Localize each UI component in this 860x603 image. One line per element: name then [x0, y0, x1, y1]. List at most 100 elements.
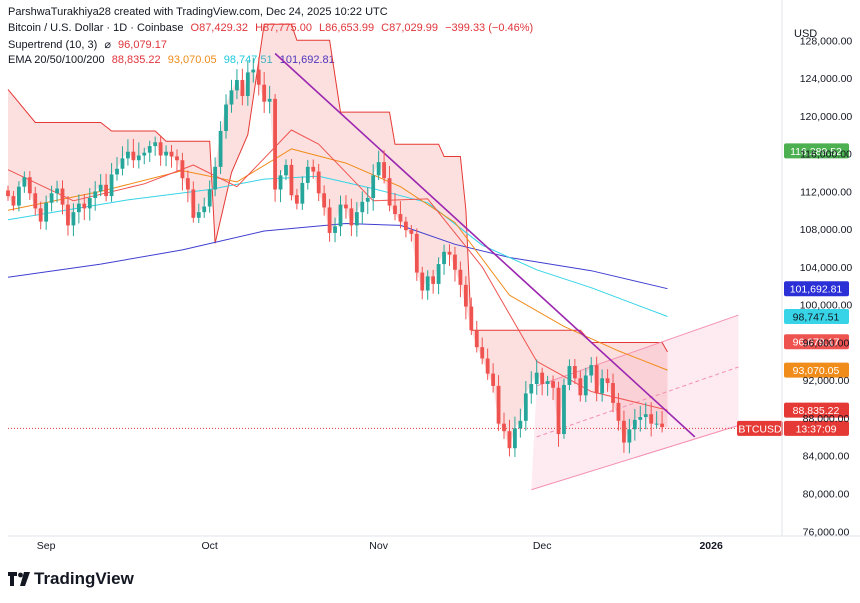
candle-body	[300, 182, 305, 204]
candle-body	[474, 330, 479, 348]
x-tick-label: Dec	[533, 540, 552, 552]
candle	[469, 297, 474, 335]
candle	[273, 94, 277, 202]
candle	[338, 195, 343, 237]
candle-body	[485, 358, 490, 374]
candle-body	[27, 177, 32, 194]
candle-body	[6, 190, 10, 197]
price-tag: 88,835.22	[784, 402, 849, 418]
price-tag: 98,747.51	[784, 309, 849, 325]
candle-body	[654, 423, 659, 425]
candle	[420, 266, 425, 300]
candle-body	[572, 366, 577, 379]
candle	[142, 147, 147, 165]
price-tag-label: 93,070.05	[793, 365, 840, 377]
candle	[523, 381, 528, 431]
candle	[131, 138, 136, 168]
candle-body	[534, 372, 539, 384]
candle-body	[632, 419, 637, 430]
candle-body	[589, 365, 594, 376]
candle-body	[202, 206, 207, 213]
candle	[229, 79, 234, 113]
candle	[305, 159, 310, 190]
candle-body	[126, 151, 130, 159]
candle-body	[98, 184, 103, 192]
candle-body	[262, 84, 267, 102]
currency-label[interactable]: USD	[794, 28, 818, 40]
candle-body	[104, 184, 109, 197]
candle-body	[115, 168, 119, 175]
high-value: H87,775.00	[255, 22, 312, 34]
supertrend-symbol: ⌀	[104, 39, 111, 51]
candle-body	[256, 69, 261, 85]
candle	[11, 191, 16, 211]
price-tag-bg	[784, 402, 849, 418]
candle-body	[289, 164, 294, 196]
candle-body	[425, 276, 430, 291]
candle-body	[529, 383, 534, 394]
candle	[453, 246, 457, 282]
candle	[180, 152, 185, 191]
candle	[638, 405, 643, 432]
candle	[442, 244, 446, 275]
candle	[164, 145, 168, 167]
y-tick-label: 80,000.00	[803, 489, 850, 501]
candle-body	[442, 251, 446, 265]
candle-body	[11, 196, 16, 206]
candle	[463, 276, 468, 320]
candle	[578, 370, 583, 402]
candle-body	[496, 385, 501, 424]
candle-body	[278, 175, 283, 190]
candle-body	[240, 79, 245, 97]
candle-body	[431, 276, 436, 284]
candle-body	[224, 104, 228, 131]
candle-body	[82, 203, 87, 209]
candle	[534, 359, 539, 395]
tradingview-logo[interactable]: TradingView	[8, 569, 134, 589]
candle-body	[235, 79, 239, 91]
supertrend-value: 96,079.17	[118, 39, 167, 51]
header-ohlc: Bitcoin / U.S. Dollar · 1D · Coinbase O8…	[8, 22, 537, 34]
price-tag: 101,692.81	[784, 281, 849, 297]
candle-body	[507, 431, 512, 449]
candle-body	[175, 156, 179, 161]
candle	[518, 408, 523, 438]
y-tick-label: 112,000.00	[800, 186, 852, 198]
candle-body	[354, 212, 359, 226]
y-tick-label: 116,000.00	[800, 149, 852, 161]
candle	[22, 171, 27, 193]
candle-body	[142, 152, 147, 156]
candle-body	[382, 162, 386, 179]
candle	[224, 94, 228, 139]
candle-body	[376, 162, 381, 176]
y-tick-label: 108,000.00	[800, 224, 853, 236]
candle	[66, 196, 70, 236]
candle-body	[600, 378, 605, 394]
low-value: L86,653.99	[319, 22, 375, 34]
candle	[158, 136, 163, 166]
candle	[365, 187, 370, 215]
candle	[27, 171, 32, 200]
candle	[414, 228, 419, 281]
candle-body	[344, 204, 348, 209]
candle-body	[153, 142, 158, 147]
price-tag-label: 98,747.51	[793, 312, 840, 324]
candle	[153, 136, 158, 156]
candle-body	[180, 160, 185, 179]
candle-body	[491, 373, 496, 386]
candle-body	[251, 69, 256, 73]
candle	[649, 402, 654, 437]
candle-body	[393, 205, 397, 215]
candle	[425, 270, 430, 300]
candle-body	[436, 264, 441, 284]
candle-body	[305, 166, 310, 183]
candle-body	[196, 212, 201, 218]
candle-body	[213, 166, 218, 190]
candle-body	[71, 212, 76, 226]
price-tag-label: 101,692.81	[790, 284, 843, 296]
candle-body	[338, 204, 343, 227]
y-tick-label: 120,000.00	[800, 111, 853, 123]
candle-body	[583, 375, 588, 396]
candle	[431, 269, 436, 294]
